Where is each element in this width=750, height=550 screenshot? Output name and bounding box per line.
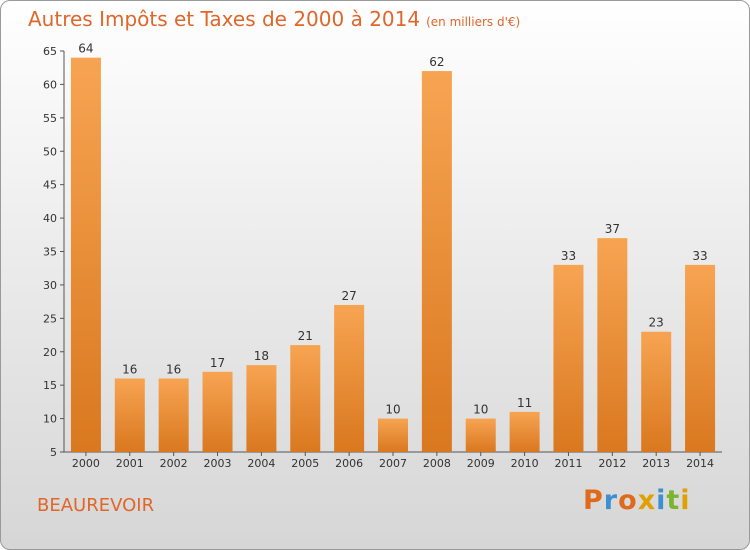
bar-value-label: 62 xyxy=(429,55,444,69)
logo-letter: P xyxy=(583,485,604,516)
logo-letter: i xyxy=(680,485,691,516)
y-tick-label: 15 xyxy=(43,379,57,392)
y-tick-label: 5 xyxy=(50,446,57,459)
bar-value-label: 10 xyxy=(473,403,488,417)
y-tick-label: 40 xyxy=(43,212,57,225)
y-tick-label: 20 xyxy=(43,346,57,359)
bar-value-label: 23 xyxy=(649,316,664,330)
x-tick-label: 2011 xyxy=(554,457,582,470)
x-tick-label: 2000 xyxy=(72,457,100,470)
bar xyxy=(114,378,145,452)
x-tick-label: 2012 xyxy=(598,457,626,470)
bar-value-label: 33 xyxy=(561,249,576,263)
y-tick-label: 25 xyxy=(43,312,57,325)
logo-letter: x xyxy=(637,485,657,516)
bar-value-label: 17 xyxy=(210,356,225,370)
bar-value-label: 37 xyxy=(605,222,620,236)
bar-value-label: 33 xyxy=(692,249,707,263)
x-tick-label: 2002 xyxy=(160,457,188,470)
x-tick-label: 2003 xyxy=(204,457,232,470)
bar xyxy=(465,418,496,452)
bar xyxy=(378,418,408,452)
bar xyxy=(685,264,716,452)
logo-letter: r xyxy=(603,485,619,516)
bar xyxy=(202,371,233,452)
y-tick-label: 60 xyxy=(43,78,57,91)
logo-letter: i xyxy=(656,485,667,516)
bar xyxy=(641,331,672,452)
x-tick-label: 2006 xyxy=(335,457,363,470)
y-tick-label: 45 xyxy=(43,179,57,192)
bar-value-label: 21 xyxy=(298,329,313,343)
bar-value-label: 16 xyxy=(122,362,137,376)
x-tick-label: 2004 xyxy=(247,457,275,470)
chart-title: Autres Impôts et Taxes de 2000 à 2014 (en… xyxy=(28,7,520,31)
y-tick-label: 55 xyxy=(43,112,57,125)
chart-title-text: Autres Impôts et Taxes de 2000 à 2014 xyxy=(28,7,421,31)
bar xyxy=(290,345,321,452)
logo-letter: t xyxy=(666,485,681,516)
x-tick-label: 2007 xyxy=(379,457,407,470)
bar xyxy=(334,304,365,452)
proxiti-logo: Proxiti xyxy=(583,485,691,516)
y-tick-label: 65 xyxy=(43,45,57,58)
bar xyxy=(421,71,452,453)
x-tick-label: 2005 xyxy=(291,457,319,470)
y-tick-label: 30 xyxy=(43,279,57,292)
bar xyxy=(597,238,628,452)
x-tick-label: 2008 xyxy=(423,457,451,470)
chart-subtitle: (en milliers d'€) xyxy=(426,15,521,29)
y-tick-label: 10 xyxy=(43,413,57,426)
x-tick-label: 2001 xyxy=(116,457,144,470)
y-tick-label: 50 xyxy=(43,145,57,158)
x-tick-label: 2009 xyxy=(467,457,495,470)
bar xyxy=(246,365,277,452)
bar-value-label: 16 xyxy=(166,362,181,376)
bar-value-label: 27 xyxy=(341,289,356,303)
location-name: BEAUREVOIR xyxy=(37,495,155,516)
bar xyxy=(158,378,189,452)
x-tick-label: 2010 xyxy=(511,457,539,470)
bar-value-label: 11 xyxy=(517,396,532,410)
bar-value-label: 18 xyxy=(254,349,269,363)
logo-letter: o xyxy=(618,485,638,516)
x-tick-label: 2014 xyxy=(686,457,714,470)
bar-value-label: 64 xyxy=(78,42,93,56)
bar xyxy=(70,57,101,452)
x-tick-label: 2013 xyxy=(642,457,670,470)
y-tick-label: 35 xyxy=(43,246,57,259)
bar xyxy=(509,411,540,452)
bar-value-label: 10 xyxy=(385,403,400,417)
bar xyxy=(553,264,584,452)
